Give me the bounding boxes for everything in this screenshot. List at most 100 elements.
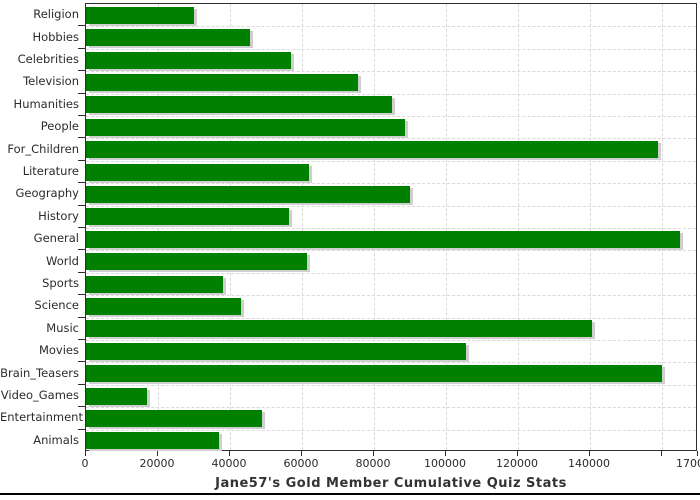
bar-general	[86, 230, 680, 248]
x-axis-tick	[661, 451, 662, 456]
bar-movies	[86, 342, 466, 360]
category-label-music: Music	[46, 320, 79, 335]
category-label-history: History	[38, 208, 79, 223]
category-label-hobbies: Hobbies	[32, 29, 79, 44]
x-axis-label-170000: 170000	[676, 457, 700, 470]
vertical-gridline	[518, 4, 519, 450]
horizontal-gridline	[86, 295, 696, 297]
category-label-sports: Sports	[42, 276, 79, 290]
bar-history	[86, 208, 290, 226]
horizontal-gridline	[86, 160, 696, 162]
x-axis-label-40000: 40000	[211, 457, 247, 470]
bar-music	[86, 320, 592, 338]
horizontal-gridline	[86, 384, 696, 386]
category-label-video_games: Video_Games	[0, 388, 79, 402]
horizontal-gridline	[86, 317, 696, 319]
category-label-for_children: For_Children	[7, 141, 79, 156]
x-axis-label-100000: 100000	[424, 457, 466, 470]
category-label-geography: Geography	[15, 186, 80, 201]
x-axis-tick	[85, 451, 86, 456]
bar-entertainment	[86, 409, 263, 427]
x-axis-label-20000: 20000	[139, 457, 175, 470]
x-axis-tick	[229, 451, 230, 456]
category-label-humanities: Humanities	[13, 96, 79, 111]
y-axis-tick	[78, 383, 85, 385]
y-axis-tick	[78, 339, 85, 340]
category-label-movies: Movies	[38, 343, 79, 358]
horizontal-gridline	[86, 250, 696, 252]
y-axis-tick	[78, 204, 85, 206]
y-axis-tick	[78, 182, 85, 184]
category-label-animals: Animals	[33, 432, 79, 447]
y-axis-tick	[78, 249, 85, 251]
horizontal-gridline	[86, 71, 696, 73]
bar-humanities	[86, 96, 392, 114]
x-axis-label-60000: 60000	[283, 457, 319, 470]
vertical-gridline	[302, 4, 303, 450]
x-axis-tick	[301, 451, 302, 456]
y-axis-tick	[78, 227, 85, 228]
bar-brain_teasers	[86, 365, 662, 383]
vertical-gridline	[590, 4, 591, 450]
y-axis-tick	[78, 316, 85, 318]
x-axis-label-0: 0	[81, 457, 89, 470]
y-axis-tick	[78, 25, 85, 27]
bar-animals	[86, 432, 220, 450]
y-axis-tick	[78, 361, 85, 363]
x-axis-label-140000: 140000	[568, 457, 610, 470]
bar-television	[86, 73, 358, 91]
category-label-literature: Literature	[22, 164, 79, 178]
bar-religion	[86, 6, 194, 24]
horizontal-gridline	[86, 407, 696, 409]
y-axis-tick	[78, 271, 85, 273]
x-axis-label-120000: 120000	[496, 457, 538, 470]
horizontal-gridline	[86, 48, 696, 50]
horizontal-gridline	[86, 340, 696, 341]
horizontal-gridline	[86, 228, 696, 229]
category-label-religion: Religion	[33, 7, 79, 22]
category-label-entertainment: Entertainment	[0, 410, 83, 425]
bar-people	[86, 118, 405, 136]
bar-literature	[86, 163, 310, 181]
x-axis-label-80000: 80000	[355, 457, 391, 470]
bar-hobbies	[86, 29, 250, 47]
horizontal-gridline	[86, 429, 696, 431]
y-axis-tick	[78, 428, 85, 430]
bar-video_games	[86, 387, 148, 405]
horizontal-gridline	[86, 362, 696, 364]
y-axis-tick	[78, 137, 85, 139]
vertical-gridline	[446, 4, 447, 450]
horizontal-gridline	[86, 138, 696, 140]
x-axis-tick	[373, 451, 374, 456]
horizontal-gridline	[86, 205, 696, 207]
x-axis-tick	[589, 451, 590, 456]
vertical-gridline	[374, 4, 375, 450]
bar-for_children	[86, 141, 659, 159]
category-label-general: General	[33, 231, 79, 246]
x-axis-tick	[697, 451, 698, 456]
bar-celebrities	[86, 51, 292, 69]
horizontal-gridline	[86, 116, 696, 117]
x-axis-tick	[157, 451, 158, 456]
category-label-celebrities: Celebrities	[17, 52, 79, 66]
bar-science	[86, 297, 241, 315]
category-label-people: People	[40, 119, 79, 134]
y-axis-tick	[78, 406, 85, 408]
category-label-brain_teasers: Brain_Teasers	[0, 365, 79, 380]
vertical-gridline	[158, 4, 159, 450]
y-axis-tick	[78, 92, 85, 94]
vertical-gridline	[230, 4, 231, 450]
y-axis-tick	[78, 47, 85, 49]
chart-title: Jane57's Gold Member Cumulative Quiz Sta…	[215, 476, 567, 491]
bottom-rule	[0, 493, 700, 495]
bar-sports	[86, 275, 223, 293]
x-axis-tick	[445, 451, 446, 456]
plot-area	[85, 3, 697, 451]
horizontal-gridline	[86, 183, 696, 185]
horizontal-gridline	[86, 93, 696, 95]
category-label-television: Television	[23, 74, 79, 89]
y-axis-tick	[78, 70, 85, 72]
vertical-gridline	[662, 4, 663, 450]
y-axis-tick	[78, 115, 85, 116]
